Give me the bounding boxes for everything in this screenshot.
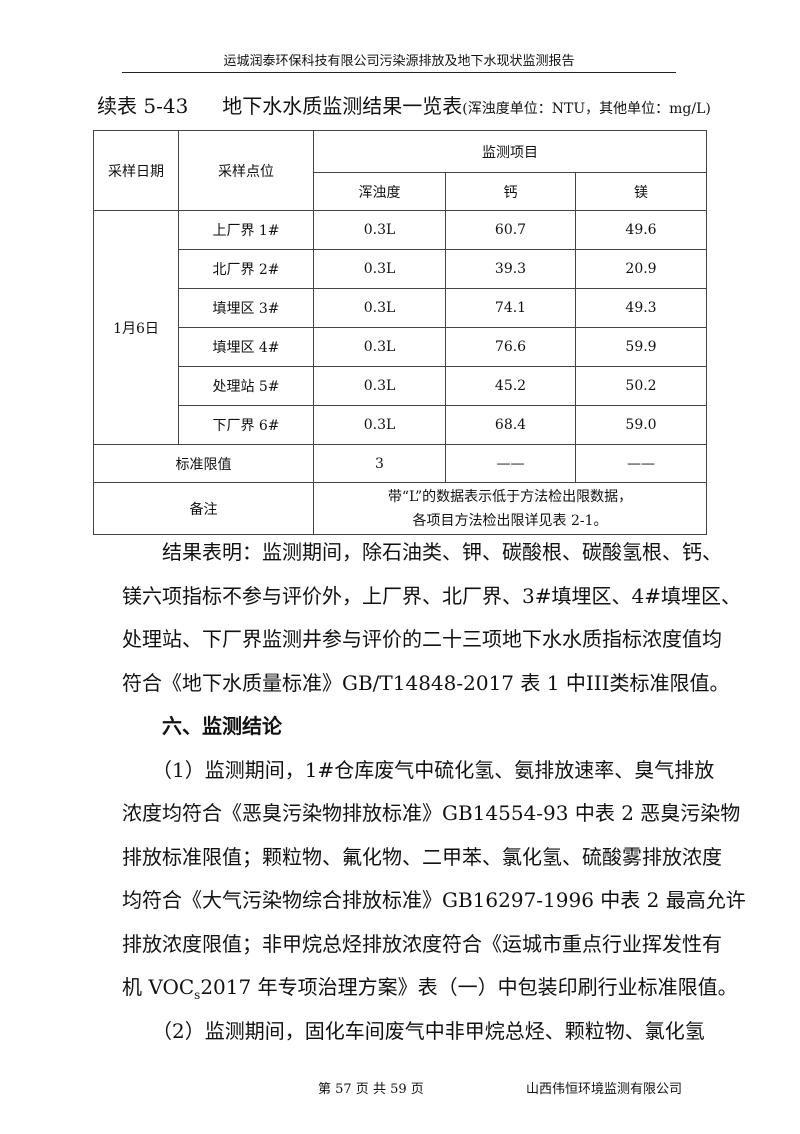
value-cell: 39.3 bbox=[445, 249, 576, 289]
text-line: 均符合《大气污染物综合排放标准》GB16297-1996 中表 2 最高允许 bbox=[122, 888, 746, 912]
table-row: 处理站 5# 0.3L 45.2 50.2 bbox=[94, 366, 707, 406]
table-unit: (浑浊度单位：NTU，其他单位：mg/L) bbox=[462, 101, 711, 117]
value-cell: 0.3L bbox=[313, 327, 446, 367]
site-cell: 下厂界 6# bbox=[178, 405, 314, 445]
site-cell: 上厂界 1# bbox=[178, 210, 314, 250]
value-cell: 68.4 bbox=[445, 405, 576, 445]
header-items: 监测项目 bbox=[313, 130, 707, 173]
value-cell: 59.0 bbox=[575, 405, 707, 445]
table-row: 填埋区 3# 0.3L 74.1 49.3 bbox=[94, 288, 707, 328]
value-cell: 45.2 bbox=[445, 366, 576, 406]
table-row: 1月6日 上厂界 1# 0.3L 60.7 49.6 bbox=[93, 210, 707, 445]
remark-text: 带“L”的数据表示低于方法检出限数据， 各项目方法检出限详见表 2-1。 bbox=[313, 482, 707, 535]
table-row: 填埋区 4# 0.3L 76.6 59.9 bbox=[94, 327, 707, 367]
header-divider bbox=[122, 72, 676, 73]
value-cell: 74.1 bbox=[445, 288, 576, 328]
value-cell: 20.9 bbox=[575, 249, 707, 289]
site-cell: 北厂界 2# bbox=[178, 249, 314, 289]
results-paragraph: 结果表明：监测期间，除石油类、钾、碳酸根、碳酸氢根、钙、 镁六项指标不参与评价外… bbox=[122, 531, 746, 1053]
remark-row: 备注 带“L”的数据表示低于方法检出限数据， 各项目方法检出限详见表 2-1。 bbox=[93, 482, 707, 535]
table-number: 续表 5-43 bbox=[97, 94, 189, 118]
header-turbidity: 浑浊度 bbox=[313, 172, 446, 211]
running-header: 运城润泰环保科技有限公司污染源排放及地下水现状监测报告 bbox=[223, 54, 575, 69]
text-line: 浓度均符合《恶臭污染物排放标准》GB14554-93 中表 2 恶臭污染物 bbox=[122, 801, 741, 825]
header-calcium: 钙 bbox=[445, 172, 576, 211]
table-title: 地下水水质监测结果一览表 bbox=[222, 94, 463, 118]
table-row: 下厂界 6# 0.3L 68.4 59.0 bbox=[94, 405, 707, 445]
value-cell: 0.3L bbox=[313, 288, 446, 328]
header-magnesium: 镁 bbox=[575, 172, 707, 211]
text-line: 镁六项指标不参与评价外，上厂界、北厂界、3#填埋区、4#填埋区、 bbox=[122, 583, 741, 608]
subscript: s bbox=[194, 988, 201, 1002]
text-line: （2）监测期间，固化车间废气中非甲烷总烃、颗粒物、氯化氢 bbox=[122, 1018, 705, 1043]
header-date: 采样日期 bbox=[93, 130, 179, 211]
text-line: 机 VOCs2017 年专项治理方案》表（一）中包装印刷行业标准限值。 bbox=[122, 966, 738, 1010]
value-cell: 3 bbox=[313, 444, 446, 483]
value-cell: 49.6 bbox=[575, 210, 707, 250]
value-cell: 0.3L bbox=[313, 405, 446, 445]
value-cell: 50.2 bbox=[575, 366, 707, 406]
header-site: 采样点位 bbox=[178, 130, 314, 211]
text-span: 2017 年专项治理方案》表（一）中包装印刷行业标准限值。 bbox=[200, 975, 738, 999]
value-cell: 0.3L bbox=[313, 366, 446, 406]
value-cell: 76.6 bbox=[445, 327, 576, 367]
text-line: 结果表明：监测期间，除石油类、钾、碳酸根、碳酸氢根、钙、 bbox=[122, 540, 722, 564]
value-cell: —— bbox=[575, 444, 707, 483]
value-cell: —— bbox=[445, 444, 576, 483]
text-line: 符合《地下水质量标准》GB/T14848-2017 表 1 中III类标准限值。 bbox=[122, 670, 730, 695]
monitoring-table: 采样日期 采样点位 监测项目 浑浊度 钙 镁 1月6日 上厂界 1# 0.3L … bbox=[93, 130, 707, 535]
value-cell: 60.7 bbox=[445, 210, 576, 250]
value-cell: 0.3L bbox=[313, 249, 446, 289]
text-span: 机 VOC bbox=[122, 975, 195, 999]
table-caption: 续表 5-43 地下水水质监测结果一览表(浑浊度单位：NTU，其他单位：mg/L) bbox=[97, 90, 711, 119]
page-number: 第 57 页 共 59 页 bbox=[318, 1082, 424, 1097]
text-line: 排放浓度限值；非甲烷总烃排放浓度符合《运城市重点行业挥发性有 bbox=[122, 931, 722, 956]
table-row: 北厂界 2# 0.3L 39.3 20.9 bbox=[94, 249, 707, 289]
remark-line: 带“L”的数据表示低于方法检出限数据， bbox=[387, 488, 633, 505]
standard-row: 标准限值 3 —— —— bbox=[93, 444, 707, 483]
value-cell: 59.9 bbox=[575, 327, 707, 367]
remark-line: 各项目方法检出限详见表 2-1。 bbox=[412, 512, 608, 529]
site-cell: 填埋区 4# bbox=[178, 327, 314, 367]
value-cell: 0.3L bbox=[313, 210, 446, 250]
text-line: 处理站、下厂界监测井参与评价的二十三项地下水水质指标浓度值均 bbox=[122, 627, 722, 651]
footer-org: 山西伟恒环境监测有限公司 bbox=[526, 1082, 683, 1097]
section-heading: 六、监测结论 bbox=[122, 714, 282, 738]
sample-date: 1月6日 bbox=[93, 210, 179, 445]
text-line: 排放标准限值；颗粒物、氟化物、二甲苯、氯化氢、硫酸雾排放浓度 bbox=[122, 844, 722, 869]
value-cell: 49.3 bbox=[575, 288, 707, 328]
remark-label: 备注 bbox=[93, 482, 314, 535]
site-cell: 填埋区 3# bbox=[178, 288, 314, 328]
standard-label: 标准限值 bbox=[93, 444, 314, 483]
site-cell: 处理站 5# bbox=[178, 366, 314, 406]
text-line: （1）监测期间，1#仓库废气中硫化氢、氨排放速率、臭气排放 bbox=[122, 757, 715, 782]
